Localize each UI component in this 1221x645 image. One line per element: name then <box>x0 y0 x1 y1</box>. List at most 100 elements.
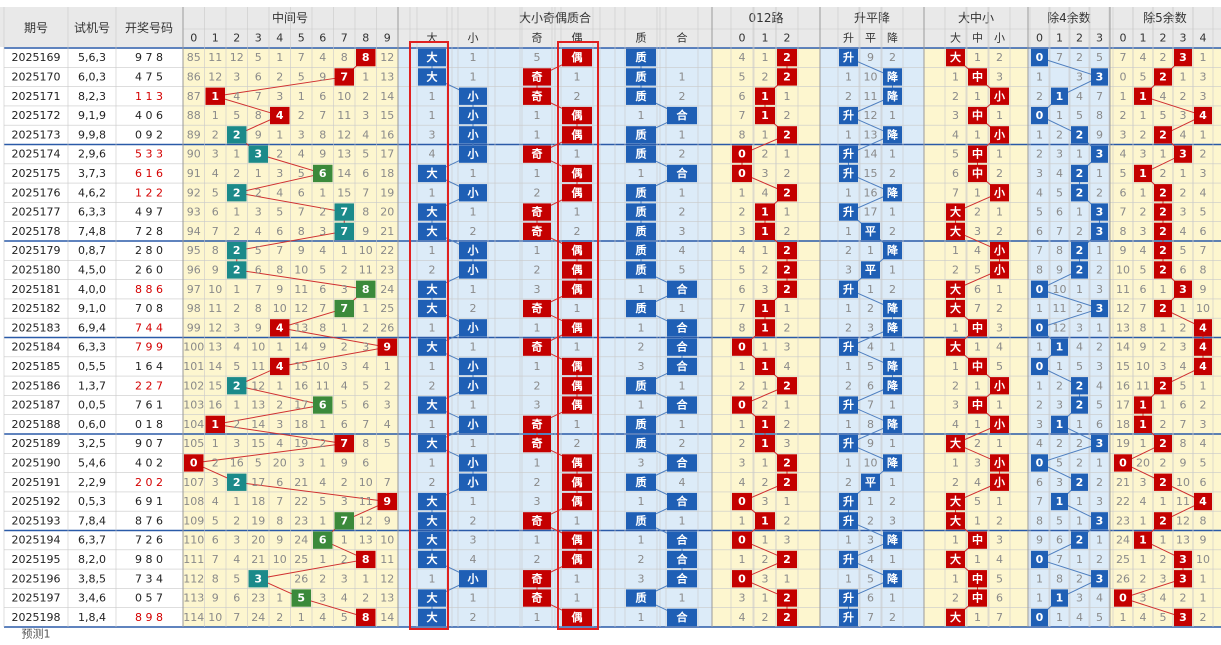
mod5-miss: 2 <box>1180 321 1187 334</box>
header-bg <box>0 7 1221 47</box>
middle-miss: 7 <box>276 244 283 257</box>
route-miss: 1 <box>762 534 769 547</box>
test-machine-cell: 3,8,5 <box>78 572 106 585</box>
middle-miss: 1 <box>362 70 369 83</box>
prime-hit-label: 质 <box>636 69 647 83</box>
test-machine-cell: 7,8,4 <box>78 514 106 527</box>
mod4-hit-label: 0 <box>1036 321 1044 334</box>
middle-hit-label: 7 <box>340 206 348 219</box>
mod4-miss: 4 <box>1036 186 1043 199</box>
bms-miss: 5 <box>974 495 981 508</box>
winning-cell: 4 0 6 <box>135 109 163 122</box>
predict-label: 预测1 <box>22 628 51 641</box>
bms-hit <box>946 203 965 221</box>
mod4-miss: 2 <box>1076 437 1083 450</box>
middle-miss: 12 <box>380 51 394 64</box>
route-miss: 3 <box>784 437 791 450</box>
winning-cell: 2 2 7 <box>135 379 163 392</box>
mod4-miss: 6 <box>1056 534 1063 547</box>
mod5-miss: 17 <box>1116 399 1130 412</box>
sp-miss: 1 <box>574 418 581 431</box>
middle-hit-label: 9 <box>383 495 391 508</box>
route-miss: 1 <box>762 592 769 605</box>
middle-miss: 3 <box>362 109 369 122</box>
middle-miss: 10 <box>208 611 222 624</box>
middle-miss: 15 <box>251 437 265 450</box>
middle-hit <box>227 261 247 279</box>
bms-hit-label: 中 <box>972 320 983 334</box>
route-miss: 7 <box>739 109 746 122</box>
parity-hit <box>562 280 592 298</box>
mod5-miss: 10 <box>1176 476 1190 489</box>
sp-miss: 1 <box>429 109 436 122</box>
mod5-miss: 1 <box>1140 553 1147 566</box>
middle-miss: 12 <box>359 514 373 527</box>
bms-miss: 3 <box>996 70 1003 83</box>
mod5-hit-label: 3 <box>1179 553 1187 566</box>
size-hit-label: 小 <box>467 243 479 257</box>
bms-miss: 1 <box>974 128 981 141</box>
mod4-hit-label: 0 <box>1036 553 1044 566</box>
middle-miss: 3 <box>233 321 240 334</box>
mod4-miss: 4 <box>1076 611 1083 624</box>
mod5-hit <box>1154 126 1172 144</box>
middle-miss: 4 <box>319 476 326 489</box>
size-hit-label: 小 <box>467 89 479 103</box>
mod5-hit-label: 2 <box>1159 186 1167 199</box>
route-hit <box>732 570 752 588</box>
mod4-miss: 2 <box>1036 90 1043 103</box>
sp-miss: 2 <box>470 611 477 624</box>
middle-miss: 2 <box>298 109 305 122</box>
middle-hit <box>334 435 354 453</box>
size-hit <box>459 126 487 144</box>
mod4-miss: 2 <box>1076 225 1083 238</box>
prime-hit <box>667 454 697 472</box>
test-machine-cell: 5,6,3 <box>78 51 106 64</box>
mod5-miss: 12 <box>1116 302 1130 315</box>
test-machine-cell: 4,0,0 <box>78 283 106 296</box>
middle-miss: 4 <box>362 360 369 373</box>
middle-miss: 1 <box>298 90 305 103</box>
test-machine-cell: 1,8,4 <box>78 611 106 624</box>
size-hit-label: 大 <box>427 513 438 527</box>
route-miss: 8 <box>739 128 746 141</box>
middle-miss: 10 <box>380 534 394 547</box>
size-hit <box>418 589 446 607</box>
mod4-hit-label: 3 <box>1096 514 1104 527</box>
rf-hit-label: 升 <box>843 398 854 412</box>
rf-miss: 1 <box>845 534 852 547</box>
bms-miss: 2 <box>952 379 959 392</box>
sp-miss: 1 <box>470 167 477 180</box>
mod5-hit <box>1194 338 1212 356</box>
mod5-miss: 2 <box>1160 167 1167 180</box>
size-hit-label: 小 <box>467 262 479 276</box>
middle-hit <box>291 589 311 607</box>
route-miss: 1 <box>739 360 746 373</box>
mod5-hit-label: 0 <box>1119 592 1127 605</box>
rf-hit-label: 降 <box>887 89 899 103</box>
bms-miss: 1 <box>996 495 1003 508</box>
mod5-hit-label: 2 <box>1159 128 1167 141</box>
bms-hit <box>946 49 965 67</box>
rf-miss: 17 <box>864 206 878 219</box>
middle-hit-label: 2 <box>233 379 241 392</box>
period-cell: 2025179 <box>12 244 61 257</box>
subheader-rise-fall: 平 <box>865 32 876 45</box>
mod4-miss: 6 <box>1036 225 1043 238</box>
middle-miss: 17 <box>294 399 308 412</box>
middle-miss: 88 <box>187 109 201 122</box>
prime-hit-label: 合 <box>677 398 689 412</box>
test-machine-cell: 0,0,5 <box>78 399 106 412</box>
middle-hit <box>248 570 268 588</box>
mod5-hit-label: 2 <box>1159 244 1167 257</box>
sp-miss: 1 <box>679 418 686 431</box>
middle-miss: 1 <box>276 128 283 141</box>
route-hit-label: 0 <box>738 148 746 161</box>
rf-miss: 13 <box>864 128 878 141</box>
middle-miss: 12 <box>337 128 351 141</box>
route-hit <box>755 435 775 453</box>
mod5-hit-label: 3 <box>1179 572 1187 585</box>
prime-hit <box>667 608 697 626</box>
route-hit <box>777 608 797 626</box>
header-route012: 012路 <box>749 10 784 25</box>
